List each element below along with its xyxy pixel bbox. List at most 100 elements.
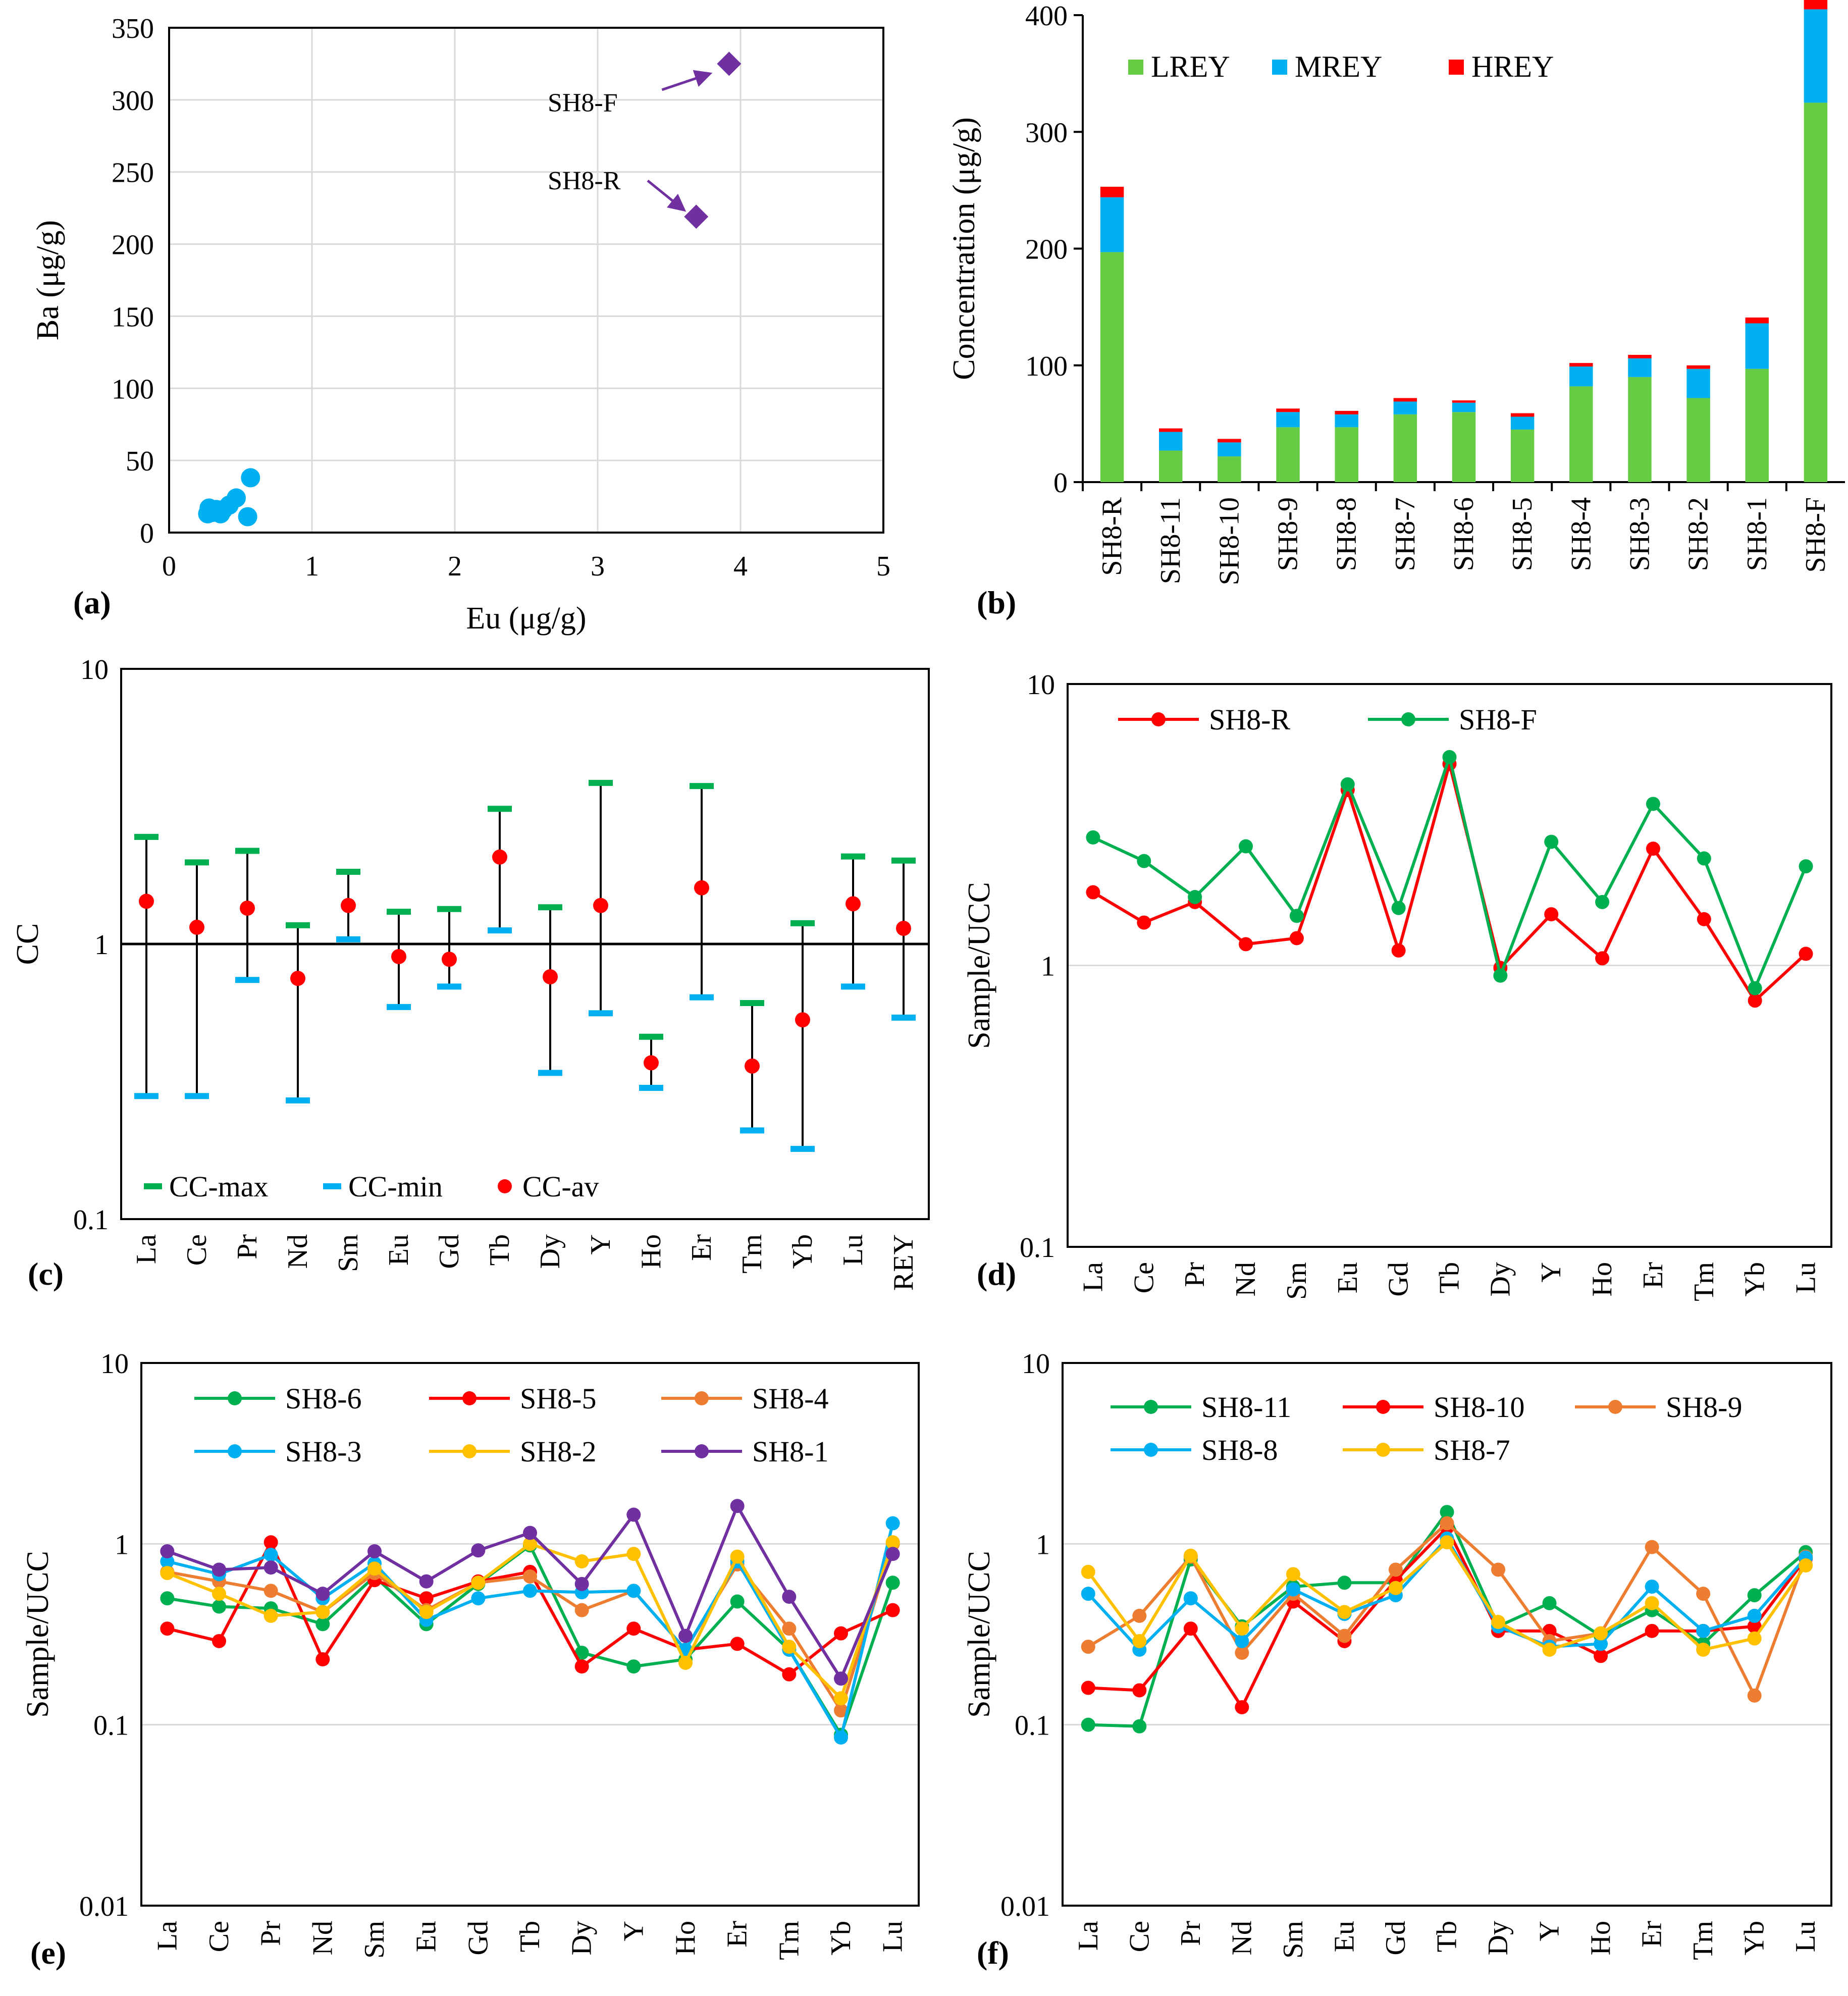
point-sh8-7-tb [1440,1535,1454,1550]
x-category-label: Ho [1585,1921,1616,1955]
x-category-label: SH8-R [1096,497,1128,575]
scatter-point-roof-floor-1 [684,204,709,229]
cc-av-point-lu [846,896,861,912]
y-tick-label: 1 [1036,1529,1050,1560]
point-sh8-10-nd [1235,1700,1249,1714]
point-sh8-1-tb [523,1526,537,1540]
bar-lrey-sh8-5 [1510,429,1535,482]
point-sh8-8-sm [1286,1582,1300,1597]
bar-lrey-sh8-9 [1276,427,1300,482]
bar-lrey-sh8-2 [1686,398,1710,482]
bar-lrey-sh8-7 [1393,414,1417,482]
point-sh8-9-tm [1696,1587,1711,1601]
y-tick-label: 0.1 [1015,1710,1050,1742]
point-sh8-2-tm [782,1640,797,1654]
x-category-label: Tb [514,1921,546,1952]
legend-label-sh8-8: SH8-8 [1201,1434,1278,1466]
y-tick-label: 50 [126,446,154,477]
point-sh8-4-pr [263,1584,278,1598]
x-category-label: Ce [181,1234,213,1266]
x-category-label: SH8-9 [1273,497,1304,571]
point-sh8-f-ho [1595,895,1610,909]
legend-marker-cc-av [498,1179,512,1193]
legend-marker-sh8-f [1401,712,1415,726]
plot-frame [1067,683,1832,1248]
point-sh8-3-gd [471,1591,486,1606]
panel-d-roof-floor-ucc-lines: 0.1 1 10 Sample/UCC La Ce Pr Nd Sm Eu Gd Tb Dy Y Ho Er T… [962,669,1832,1301]
point-sh8-11-tb [1440,1505,1454,1519]
x-category-label: Tb [1434,1262,1465,1293]
point-sh8-2-tb [523,1537,537,1551]
point-sh8-10-la [1081,1680,1095,1695]
panel-c-cc-range-plot: 0.1 1 10 CC La Ce Pr Nd Sm Eu Gd Tb Dy Y Ho Er Tm Yb Lu REY… [11,654,930,1292]
legend-marker-sh8-2 [462,1444,477,1458]
point-sh8-8-pr [1183,1591,1198,1606]
cc-av-point-gd [442,952,457,967]
x-category-label: Sm [333,1234,364,1272]
bar-mrey-sh8-8 [1335,414,1358,428]
bar-lrey-sh8-10 [1218,456,1241,482]
cc-av-point-tm [745,1058,760,1074]
bar-hrey-sh8-8 [1335,410,1358,414]
bar-mrey-sh8-4 [1569,366,1593,387]
point-sh8-2-er [730,1549,745,1564]
legend-swatch-mrey [1272,60,1287,75]
x-category-label: SH8-4 [1565,497,1597,571]
x-category-label: Sm [1278,1921,1309,1959]
x-category-label: SH8-11 [1155,497,1186,584]
bar-mrey-sh8-9 [1276,412,1300,428]
panel-label: (b) [977,585,1016,620]
bar-mrey-sh8-10 [1218,442,1241,457]
point-sh8-6-la [160,1591,175,1606]
x-category-label: Eu [411,1921,442,1952]
bar-lrey-sh8-f [1804,102,1828,482]
cc-av-point-rey [896,920,911,936]
x-category-label: Tb [484,1234,515,1266]
legend-marker-sh8-5 [462,1391,477,1405]
x-category-label: Pr [1179,1262,1210,1287]
annotation-label-sh8-f: SH8-F [548,89,618,118]
point-sh8-6-dy [574,1646,589,1660]
panel-label: (c) [28,1256,64,1292]
point-sh8-2-ho [678,1655,693,1670]
legend-marker-sh8-9 [1608,1400,1622,1414]
point-sh8-f-eu [1340,777,1355,792]
point-sh8-1-tm [782,1590,797,1604]
point-sh8-3-tb [523,1584,537,1598]
bar-mrey-sh8-6 [1452,402,1476,412]
point-sh8-f-tb [1442,750,1457,764]
point-sh8-r-y [1544,907,1559,922]
point-sh8-f-pr [1188,890,1202,905]
x-category-label: Dy [1483,1921,1514,1955]
bar-mrey-sh8-7 [1393,401,1417,414]
bar-hrey-sh8-4 [1569,363,1593,367]
point-sh8-2-gd [471,1575,486,1590]
point-sh8-8-la [1081,1587,1095,1601]
x-category-label: SH8-7 [1390,497,1421,571]
x-category-label: Ho [670,1921,701,1955]
x-category-label: Ho [636,1234,667,1269]
x-category-label: Er [722,1921,753,1948]
x-category-label: Eu [1329,1921,1360,1952]
x-category-label: Yb [787,1234,818,1269]
point-sh8-8-tm [1696,1623,1711,1638]
x-category-label: La [151,1921,183,1951]
point-sh8-9-tb [1440,1516,1454,1531]
point-sh8-2-yb [834,1691,848,1706]
x-category-label: Pr [255,1921,287,1946]
point-sh8-10-ho [1594,1649,1608,1663]
point-sh8-f-y [1544,834,1559,849]
point-sh8-7-dy [1491,1615,1506,1630]
bar-hrey-sh8-r [1100,186,1124,197]
bar-hrey-sh8-f [1804,0,1828,10]
x-category-label: Yb [825,1921,857,1955]
point-sh8-5-ce [212,1634,226,1648]
point-sh8-1-lu [885,1547,900,1561]
point-sh8-5-nd [315,1652,330,1667]
x-category-label: SH8-3 [1624,497,1655,571]
cc-av-point-eu [391,949,406,964]
x-category-label: Gd [462,1921,494,1955]
point-sh8-2-la [160,1566,175,1581]
point-sh8-5-yb [834,1626,848,1641]
point-sh8-r-la [1086,885,1100,900]
